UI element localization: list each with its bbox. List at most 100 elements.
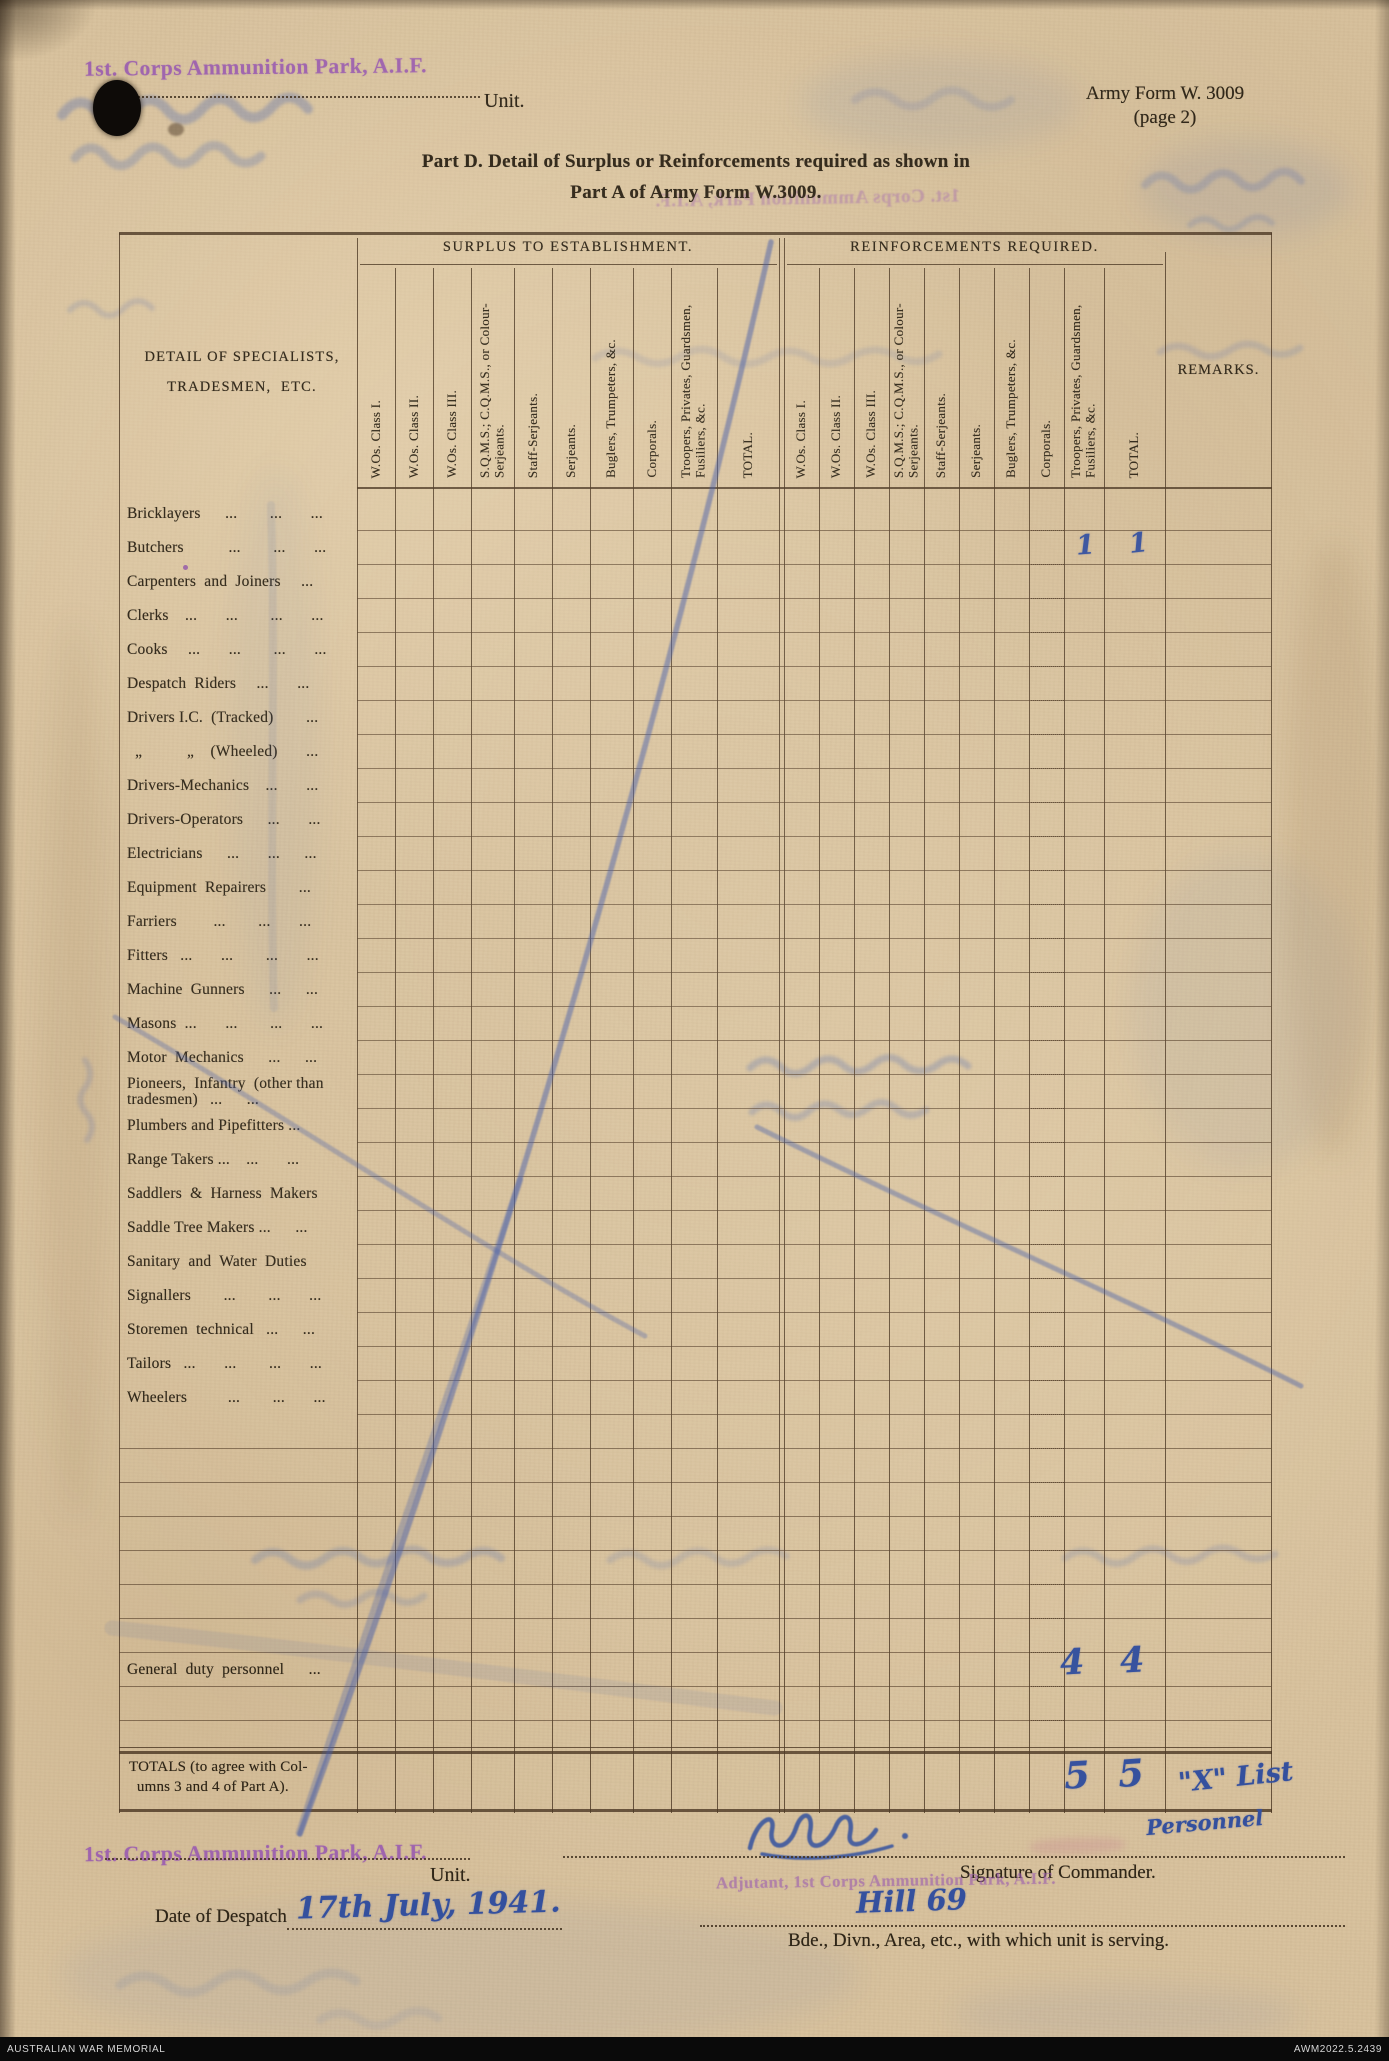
- row-rule: [357, 1007, 1271, 1041]
- row-label: Farriers ... ... ...: [127, 912, 312, 930]
- blank-row-rule: [119, 1449, 1271, 1483]
- row-rule: [357, 497, 1271, 531]
- row-label: Motor Mechanics ... ...: [127, 1048, 318, 1066]
- totals-bottom-rule: [119, 1809, 1272, 1812]
- ink-dot-purple: [183, 565, 188, 570]
- row-label: Tailors ... ... ... ...: [127, 1354, 322, 1372]
- row-rule: [357, 1279, 1271, 1313]
- row-rule: [357, 1143, 1271, 1177]
- column-header: TOTAL.: [1104, 268, 1165, 484]
- column-header-label: Serjeants.: [968, 424, 984, 478]
- column-header-label: Buglers, Trumpeters, &c.: [603, 338, 619, 478]
- column-header-label: W.Os. Class III.: [863, 390, 879, 478]
- column-header: W.Os. Class I.: [784, 268, 819, 484]
- column-header-label: Corporals.: [1038, 420, 1054, 478]
- row-rule: [357, 871, 1271, 905]
- column-header-label: S.Q.M.S.; C.Q.M.S., or Colour-Serjeants.: [890, 303, 921, 478]
- column-header-label: W.Os. Class II.: [405, 394, 421, 478]
- row-label: Saddlers & Harness Makers: [127, 1184, 318, 1202]
- row-rule: [357, 1041, 1271, 1075]
- blank-row-rule: [119, 1415, 1271, 1449]
- row-rule: [357, 939, 1271, 973]
- row-label: Masons ... ... ... ...: [127, 1014, 324, 1032]
- row-rule: [357, 803, 1271, 837]
- row-rule: [357, 1313, 1271, 1347]
- row-label: Drivers-Operators ... ...: [127, 810, 321, 828]
- row-rule: [357, 1245, 1271, 1279]
- column-header: Serjeants.: [959, 268, 994, 484]
- row-rule: [357, 599, 1271, 633]
- group-underline: [787, 264, 1163, 265]
- column-header-label: TOTAL.: [1126, 431, 1142, 478]
- blank-row-rule: [119, 1483, 1271, 1517]
- signature-dotted-line: [563, 1856, 1345, 1858]
- archive-bar-left-text: AUSTRALIAN WAR MEMORIAL: [7, 2043, 166, 2055]
- row-label: Carpenters and Joiners ...: [127, 572, 314, 590]
- group-underline: [360, 264, 777, 265]
- row-rule: [357, 735, 1271, 769]
- row-label: Signallers ... ... ...: [127, 1286, 322, 1304]
- column-header-label: Troopers, Privates, Guardsmen, Fusiliers…: [1068, 304, 1098, 478]
- column-header-label: TOTAL.: [739, 431, 755, 478]
- handwritten-totals-troopers: 5: [1062, 1752, 1091, 1798]
- column-header: Staff-Serjeants.: [514, 268, 552, 484]
- handwritten-general-duty-total: 4: [1118, 1639, 1146, 1682]
- row-label: Fitters ... ... ... ...: [127, 946, 319, 964]
- blank-row-rule: [119, 1585, 1271, 1619]
- row-label: Clerks ... ... ... ...: [127, 606, 324, 624]
- row-rule: [357, 837, 1271, 871]
- row-label: Sanitary and Water Duties: [127, 1252, 307, 1270]
- column-header: S.Q.M.S.; C.Q.M.S., or Colour-Serjeants.: [471, 268, 514, 484]
- row-label: Equipment Repairers ...: [127, 878, 311, 896]
- blank-row-rule: [119, 1619, 1271, 1653]
- column-header-label: Staff-Serjeants.: [524, 392, 540, 478]
- despatch-date-label: Date of Despatch: [155, 1906, 287, 1927]
- row-rule: [357, 1347, 1271, 1381]
- row-rule: [357, 1109, 1271, 1143]
- column-header: Staff-Serjeants.: [924, 268, 959, 484]
- column-header-label: Corporals.: [643, 420, 659, 478]
- row-label: Butchers ... ... ...: [127, 538, 327, 556]
- row-label: Electricians ... ... ...: [127, 844, 317, 862]
- blank-row-rule: [119, 1517, 1271, 1551]
- table-top-rule: [119, 232, 1272, 235]
- column-header: Corporals.: [633, 268, 671, 484]
- column-header: TOTAL.: [717, 268, 779, 484]
- row-label: Cooks ... ... ... ...: [127, 640, 327, 658]
- row-label: „ „ (Wheeled) ...: [127, 742, 319, 760]
- blank-row-rule: [119, 1687, 1271, 1721]
- unit-dotted-line-bottom: [105, 1858, 470, 1860]
- blank-row-rule: [119, 1551, 1271, 1585]
- dotted-cell-rule: [1029, 1719, 1064, 1721]
- column-header-label: Troopers, Privates, Guardsmen, Fusiliers…: [678, 304, 708, 478]
- row-rule: [357, 667, 1271, 701]
- row-rule: [357, 769, 1271, 803]
- header-bottom-rule: [357, 487, 1272, 490]
- handwritten-despatch-date: 17th July, 1941.: [295, 1884, 562, 1927]
- table-border-vertical: [1271, 233, 1273, 1813]
- column-header: Buglers, Trumpeters, &c.: [590, 268, 633, 484]
- column-header-label: S.Q.M.S.; C.Q.M.S., or Colour-Serjeants.: [476, 303, 507, 478]
- row-label: Drivers I.C. (Tracked) ...: [127, 708, 319, 726]
- column-header: W.Os. Class I.: [357, 268, 395, 484]
- row-label: Saddle Tree Makers ... ...: [127, 1218, 308, 1236]
- column-header: W.Os. Class III.: [433, 268, 471, 484]
- serving-unit-label: Bde., Divn., Area, etc., with which unit…: [788, 1930, 1169, 1951]
- row-label: Drivers-Mechanics ... ...: [127, 776, 319, 794]
- column-header: S.Q.M.S.; C.Q.M.S., or Colour-Serjeants.: [889, 268, 924, 484]
- row-rule: [357, 565, 1271, 599]
- column-header: Serjeants.: [552, 268, 590, 484]
- row-rule: [357, 1381, 1271, 1415]
- column-header: Corporals.: [1029, 268, 1064, 484]
- row-label: Plumbers and Pipefitters ...: [127, 1116, 301, 1134]
- row-rule: [357, 1211, 1271, 1245]
- handwritten-butchers-total: 1: [1127, 527, 1150, 560]
- column-header: Troopers, Privates, Guardsmen, Fusiliers…: [671, 268, 717, 484]
- column-header-label: Staff-Serjeants.: [933, 392, 949, 478]
- column-header-label: W.Os. Class III.: [443, 390, 459, 478]
- row-label: Despatch Riders ... ...: [127, 674, 310, 692]
- archive-bar: AUSTRALIAN WAR MEMORIAL AWM2022.5.2439: [0, 2037, 1389, 2061]
- archive-bar-right-text: AWM2022.5.2439: [1293, 2043, 1382, 2055]
- row-label: Pioneers, Infantry (other than tradesmen…: [127, 1074, 332, 1108]
- handwritten-totals-total: 5: [1116, 1750, 1146, 1796]
